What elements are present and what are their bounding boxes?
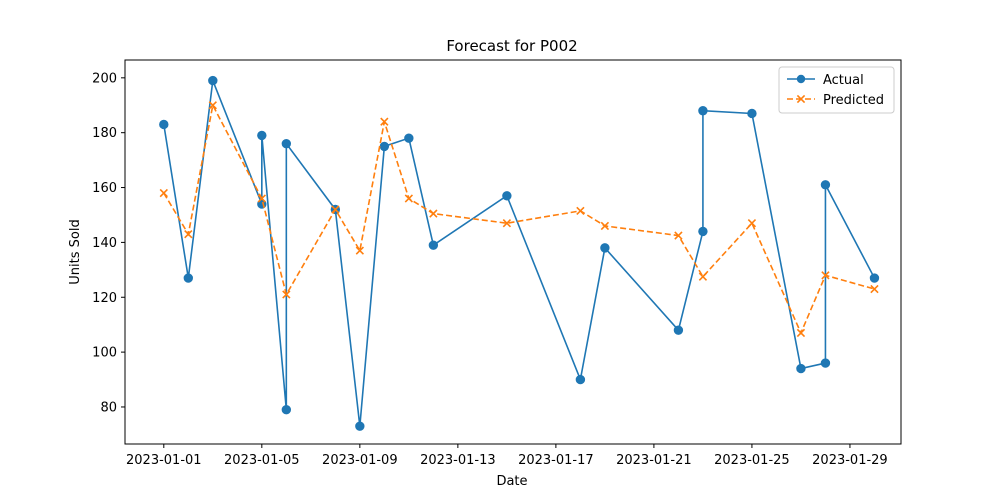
data-point: [673, 325, 684, 335]
data-point: [281, 405, 292, 415]
y-axis: 80 100 120 140 160 180 200: [92, 71, 125, 415]
data-point: [502, 191, 512, 201]
data-point: [159, 119, 169, 130]
data-point: [404, 194, 414, 203]
x-marker-stroke: [698, 272, 708, 281]
legend: Actual Predicted: [778, 66, 895, 114]
data-point: [796, 363, 806, 374]
series-actual: [159, 75, 880, 431]
data-point: [600, 221, 610, 231]
x-marker-stroke: [502, 219, 512, 228]
legend-item-predicted: Predicted: [787, 93, 884, 108]
x-tick-label: 2023-01-17: [518, 453, 594, 468]
plot-area: [159, 75, 880, 431]
data-point: [576, 206, 585, 216]
data-point: [747, 219, 757, 228]
x-marker-stroke: [159, 188, 168, 198]
x-marker-stroke: [404, 194, 414, 203]
x-marker-stroke: [380, 117, 389, 126]
data-point: [331, 205, 340, 214]
legend-label: Predicted: [823, 93, 884, 108]
legend-marker: [796, 74, 806, 84]
data-point: [159, 188, 168, 198]
legend-label: Actual: [823, 73, 864, 88]
data-point: [184, 230, 193, 239]
data-point: [820, 358, 831, 368]
data-point: [575, 374, 586, 385]
data-point: [355, 421, 365, 431]
data-point: [281, 138, 292, 149]
data-point: [380, 117, 389, 126]
data-point: [870, 284, 879, 294]
series-predicted: [159, 101, 879, 338]
y-tick-label: 80: [100, 400, 117, 415]
chart-title: Forecast for P002: [446, 37, 577, 55]
data-point: [869, 273, 880, 283]
y-tick-label: 180: [92, 126, 117, 141]
x-marker-stroke: [208, 101, 217, 110]
data-point: [674, 231, 683, 240]
data-point: [257, 130, 267, 141]
y-tick-label: 120: [92, 291, 117, 306]
x-marker-stroke: [796, 328, 806, 338]
x-marker-stroke: [600, 221, 610, 231]
data-point: [379, 141, 390, 152]
data-point: [502, 219, 512, 228]
x-marker-stroke: [355, 246, 365, 255]
x-marker-stroke: [747, 219, 757, 228]
x-marker-stroke: [184, 230, 193, 239]
x-marker-stroke: [674, 231, 683, 240]
x-tick-label: 2023-01-29: [812, 453, 888, 468]
x-tick-label: 2023-01-09: [322, 453, 398, 468]
x-marker-stroke: [821, 271, 830, 280]
data-point: [208, 101, 217, 110]
data-point: [257, 194, 266, 203]
x-marker-stroke: [257, 194, 266, 203]
legend-marker: [796, 94, 806, 104]
data-point: [821, 271, 830, 280]
x-marker-stroke: [576, 206, 585, 216]
y-tick-label: 100: [92, 346, 117, 361]
y-tick-label: 200: [92, 71, 117, 86]
y-axis-title: Units Sold: [68, 219, 83, 284]
data-point: [820, 180, 831, 190]
x-tick-label: 2023-01-01: [126, 453, 202, 468]
data-point: [428, 240, 439, 250]
data-point: [698, 226, 708, 237]
legend-item-actual: Actual: [787, 73, 864, 88]
data-point: [698, 272, 708, 281]
x-marker-stroke: [870, 284, 879, 294]
y-tick-label: 140: [92, 236, 117, 251]
data-point: [282, 290, 291, 299]
data-point: [429, 209, 438, 218]
x-tick-label: 2023-01-13: [420, 453, 496, 468]
data-point: [698, 106, 708, 116]
data-point: [796, 328, 806, 338]
x-tick-label: 2023-01-05: [224, 453, 300, 468]
x-axis-title: Date: [496, 474, 527, 489]
x-marker-stroke: [429, 209, 438, 218]
y-tick-label: 160: [92, 181, 117, 196]
x-marker-stroke: [331, 205, 340, 214]
x-marker-stroke: [282, 290, 291, 299]
plot-frame: [124, 59, 902, 445]
data-point: [747, 108, 757, 119]
data-point: [355, 246, 365, 255]
x-tick-label: 2023-01-21: [616, 453, 692, 468]
data-point: [600, 243, 610, 253]
x-axis: 2023-01-01 2023-01-05 2023-01-09 2023-01-13…: [126, 444, 888, 468]
data-point: [183, 273, 194, 283]
data-point: [404, 133, 414, 143]
x-tick-label: 2023-01-25: [714, 453, 790, 468]
data-point: [208, 75, 218, 86]
